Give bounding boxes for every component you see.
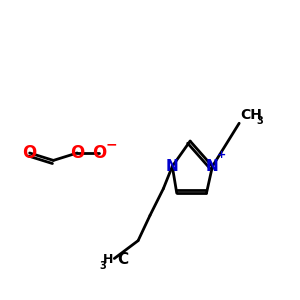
Text: C: C [117, 253, 128, 268]
Text: N: N [166, 159, 179, 174]
Text: +: + [217, 150, 226, 160]
Text: 3: 3 [99, 261, 106, 271]
Text: O: O [22, 144, 37, 162]
Text: O: O [70, 144, 84, 162]
Text: O: O [92, 144, 106, 162]
Text: CH: CH [241, 108, 262, 122]
Text: N: N [206, 159, 219, 174]
Text: H: H [103, 254, 114, 266]
Text: 3: 3 [256, 116, 263, 126]
Text: −: − [106, 138, 117, 152]
